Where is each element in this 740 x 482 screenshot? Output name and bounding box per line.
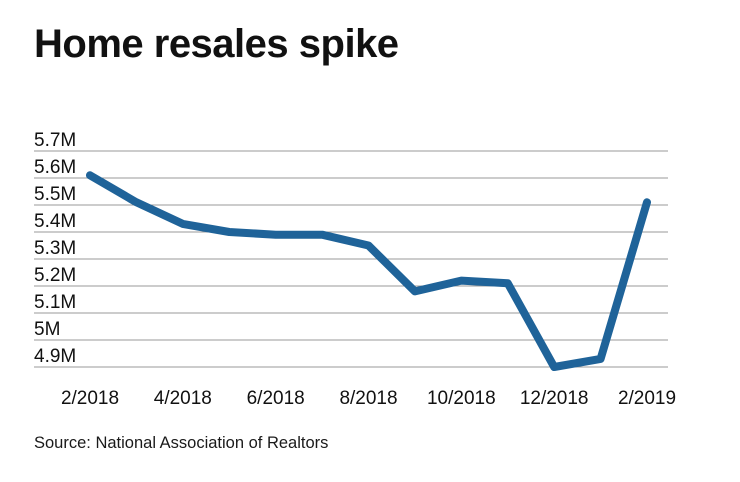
x-tick-label: 6/2018 bbox=[247, 388, 305, 409]
gridlines bbox=[34, 150, 668, 368]
data-point bbox=[133, 199, 139, 205]
y-tick-label: 5.5M bbox=[34, 184, 76, 205]
x-tick-label: 2/2019 bbox=[618, 388, 676, 409]
y-tick-label: 5.6M bbox=[34, 157, 76, 178]
x-tick-label: 4/2018 bbox=[154, 388, 212, 409]
data-point bbox=[87, 172, 93, 178]
data-point bbox=[319, 232, 325, 238]
chart-title: Home resales spike bbox=[34, 22, 399, 66]
x-tick-label: 10/2018 bbox=[427, 388, 496, 409]
y-tick-label: 5.3M bbox=[34, 238, 76, 259]
y-tick-label: 5.1M bbox=[34, 292, 76, 313]
y-tick-label: 5.2M bbox=[34, 265, 76, 286]
data-point bbox=[551, 364, 557, 370]
y-tick-label: 5M bbox=[34, 319, 60, 340]
series-line bbox=[86, 171, 651, 371]
data-point bbox=[412, 288, 418, 294]
x-axis-ticks: 2/2018 4/2018 6/2018 8/2018 10/2018 12/2018 2/… bbox=[61, 388, 676, 409]
x-tick-label: 12/2018 bbox=[520, 388, 589, 409]
source-note: Source: National Association of Realtors bbox=[34, 434, 329, 452]
data-point bbox=[644, 199, 650, 205]
y-tick-label: 5.7M bbox=[34, 130, 76, 151]
data-point bbox=[226, 229, 232, 235]
data-point bbox=[505, 280, 511, 286]
x-tick-label: 2/2018 bbox=[61, 388, 119, 409]
x-tick-label: 8/2018 bbox=[339, 388, 397, 409]
data-point bbox=[458, 278, 464, 284]
y-tick-label: 5.4M bbox=[34, 211, 76, 232]
data-point bbox=[180, 221, 186, 227]
data-point bbox=[273, 232, 279, 238]
series-layer bbox=[86, 171, 651, 371]
data-point bbox=[366, 243, 372, 249]
y-axis-ticks: 4.9M 5M 5.1M 5.2M 5.3M 5.4M 5.5M 5.6M 5.7M bbox=[34, 130, 76, 367]
data-point bbox=[598, 356, 604, 362]
y-tick-label: 4.9M bbox=[34, 346, 76, 367]
